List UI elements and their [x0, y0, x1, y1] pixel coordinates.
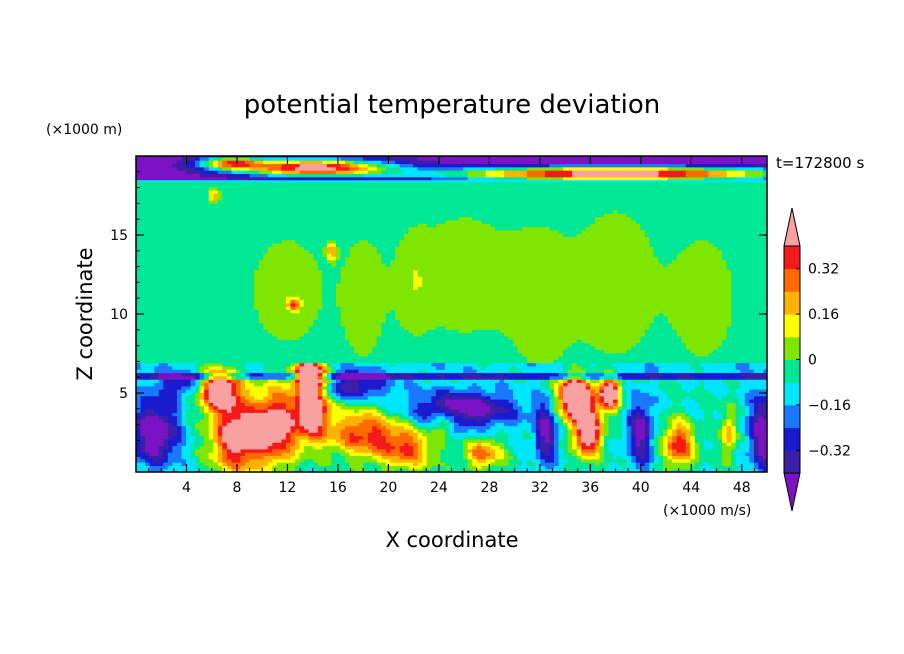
- x-tick-label: 32: [531, 480, 549, 496]
- y-unit-label: (×1000 m): [46, 122, 122, 138]
- colorbar-label: −0.32: [808, 443, 851, 459]
- x-tick-label: 36: [581, 480, 599, 496]
- x-tick-label: 40: [632, 480, 650, 496]
- time-label: t=172800 s: [776, 154, 864, 172]
- colorbar-label: 0: [808, 353, 817, 369]
- colorbar-segment: [784, 314, 800, 338]
- chart-title: potential temperature deviation: [244, 90, 660, 120]
- colorbar-label: 0.32: [808, 262, 839, 278]
- x-axis: 4 8 12 16 20 24 28 32 36 40 44 48: [148, 156, 755, 496]
- colorbar-label: −0.16: [808, 398, 851, 414]
- y-tick-label: 10: [110, 307, 128, 323]
- y-axis: 5 10 15: [110, 171, 767, 457]
- y-tick-label: 5: [119, 386, 128, 402]
- x-axis-label: X coordinate: [385, 528, 518, 552]
- y-tick-label: 15: [110, 228, 128, 244]
- colorbar-segment: [784, 382, 800, 406]
- colorbar-segment: [784, 450, 800, 474]
- colorbar-segment: [784, 336, 800, 360]
- x-tick-label: 16: [329, 480, 347, 496]
- x-tick-label: 44: [682, 480, 700, 496]
- y-axis-label: Z coordinate: [73, 247, 97, 380]
- x-tick-label: 12: [279, 480, 297, 496]
- plot-area: [136, 156, 767, 472]
- colorbar-label: 0.16: [808, 307, 839, 323]
- colorbar-segment: [784, 427, 800, 451]
- colorbar-segment: [784, 404, 800, 429]
- x-tick-label: 8: [232, 480, 241, 496]
- colorbar-segment: [784, 291, 800, 315]
- colorbar-segment: [784, 268, 800, 292]
- colorbar: 0.32 0.16 0 −0.16 −0.32: [783, 207, 851, 512]
- x-unit-label: (×1000 m/s): [663, 503, 751, 519]
- x-tick-label: 20: [379, 480, 397, 496]
- x-tick-label: 4: [182, 480, 191, 496]
- colorbar-cap-bottom: [783, 472, 801, 512]
- x-tick-label: 28: [480, 480, 498, 496]
- colorbar-cap-top: [783, 207, 801, 247]
- x-tick-label: 48: [733, 480, 751, 496]
- x-tick-label: 24: [430, 480, 448, 496]
- colorbar-segment: [784, 359, 800, 383]
- colorbar-segment: [784, 246, 800, 270]
